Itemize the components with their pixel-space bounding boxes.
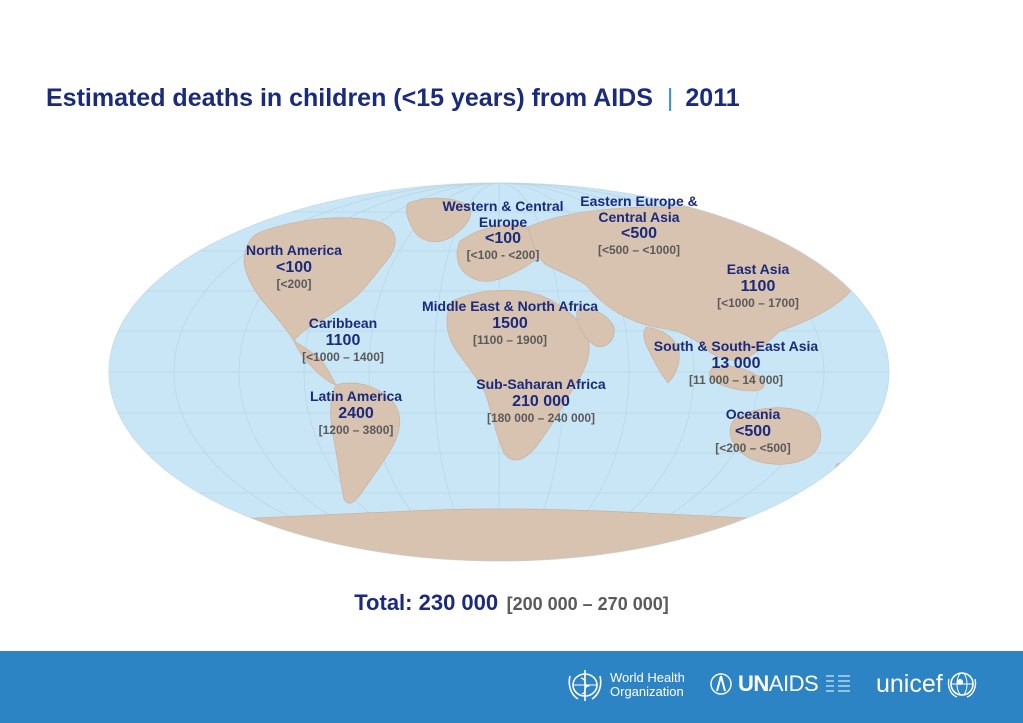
south-america-land — [330, 382, 401, 504]
unaids-cosponsor-icon — [826, 675, 851, 692]
southeast-asia-land — [709, 365, 765, 392]
unicef-logo: unicef — [876, 669, 977, 699]
region-latin-america: Latin America 2400 [1200 – 3800] — [309, 388, 403, 437]
north-america-land — [243, 217, 396, 342]
total-range: [200 000 – 270 000] — [506, 594, 669, 614]
region-south-southeast-asia: South & South-East Asia 13 000 [11 000 –… — [653, 338, 819, 387]
australia-land — [729, 407, 822, 465]
who-emblem-icon — [568, 670, 602, 701]
africa-land — [446, 289, 590, 461]
title-main: Estimated deaths in children (<15 years)… — [46, 84, 653, 112]
region-value: <500 — [620, 225, 658, 243]
who-logo: World Health Organization — [566, 668, 685, 702]
region-name: Western & Central Europe — [442, 198, 564, 230]
region-value: 13 000 — [711, 354, 761, 372]
region-value: 1500 — [492, 314, 528, 332]
region-western-central-europe: Western & Central Europe <100 [<100 - <2… — [438, 198, 568, 263]
unaids-logo: UN AIDS — [708, 671, 852, 697]
region-value: 2400 — [338, 404, 374, 422]
region-name: North America — [246, 242, 342, 258]
unaids-ribbon-icon — [710, 673, 732, 695]
who-line1: World Health — [610, 669, 685, 685]
arabia-land — [576, 308, 615, 348]
region-value: 1100 — [740, 277, 776, 295]
total-estimate: Total: 230 000 [200 000 – 270 000] — [0, 590, 1023, 616]
region-middle-east-north-africa: Middle East & North Africa 1500 [1100 – … — [421, 298, 599, 347]
region-value: <100 — [275, 258, 313, 276]
unaids-un: UN — [738, 671, 769, 696]
region-oceania: Oceania <500 [<200 – <500] — [715, 406, 791, 455]
footer-bar: World Health Organization UN AIDS unicef — [0, 651, 1023, 723]
region-north-america: North America <100 [<200] — [246, 242, 342, 291]
region-range: [1100 – 1900] — [472, 332, 548, 347]
region-range: [180 000 – 240 000] — [486, 410, 596, 425]
region-range: [11 000 – 14 000] — [688, 372, 784, 387]
region-caribbean: Caribbean 1100 [<1000 – 1400] — [302, 315, 384, 364]
title-separator: | — [666, 84, 674, 112]
region-range: [<500 – <1000] — [597, 243, 681, 258]
unaids-aids: AIDS — [768, 671, 819, 696]
region-sub-saharan-africa: Sub-Saharan Africa 210 000 [180 000 – 24… — [476, 376, 606, 425]
title-year: 2011 — [685, 84, 740, 112]
new-zealand-land — [833, 462, 845, 485]
region-value: <500 — [734, 422, 772, 440]
region-range: [<1000 – 1400] — [302, 349, 384, 364]
region-name: Sub-Saharan Africa — [476, 376, 606, 392]
page-title: Estimated deaths in children (<15 years)… — [46, 84, 740, 113]
world-map — [108, 182, 890, 562]
region-value: <100 — [484, 230, 522, 248]
unicef-emblem-icon — [947, 672, 976, 698]
region-name: Eastern Europe & Central Asia — [580, 193, 698, 225]
region-name: Caribbean — [308, 315, 378, 331]
region-value: 210 000 — [512, 392, 570, 410]
total-label: Total: 230 000 — [354, 590, 499, 615]
region-range: [<100 - <200] — [466, 248, 540, 263]
region-value: 1100 — [325, 331, 361, 349]
region-east-asia: East Asia 1100 [<1000 – 1700] — [717, 261, 799, 310]
region-range: [<200] — [276, 276, 312, 291]
region-range: [<200 – <500] — [715, 440, 791, 455]
region-name: Latin America — [309, 388, 403, 404]
region-name: East Asia — [726, 261, 790, 277]
greenland-land — [406, 197, 472, 243]
region-name: South & South-East Asia — [653, 338, 819, 354]
region-name: Oceania — [725, 406, 781, 422]
region-range: [1200 – 3800] — [318, 422, 394, 437]
antarctica-land — [109, 508, 889, 561]
india-land — [643, 326, 680, 384]
region-range: [<1000 – 1700] — [717, 295, 799, 310]
europe-land — [456, 224, 543, 282]
region-eastern-europe-central-asia: Eastern Europe & Central Asia <500 [<500… — [574, 193, 704, 258]
unicef-wordmark: unicef — [876, 669, 943, 698]
region-name: Middle East & North Africa — [421, 298, 599, 314]
who-line2: Organization — [610, 684, 684, 699]
